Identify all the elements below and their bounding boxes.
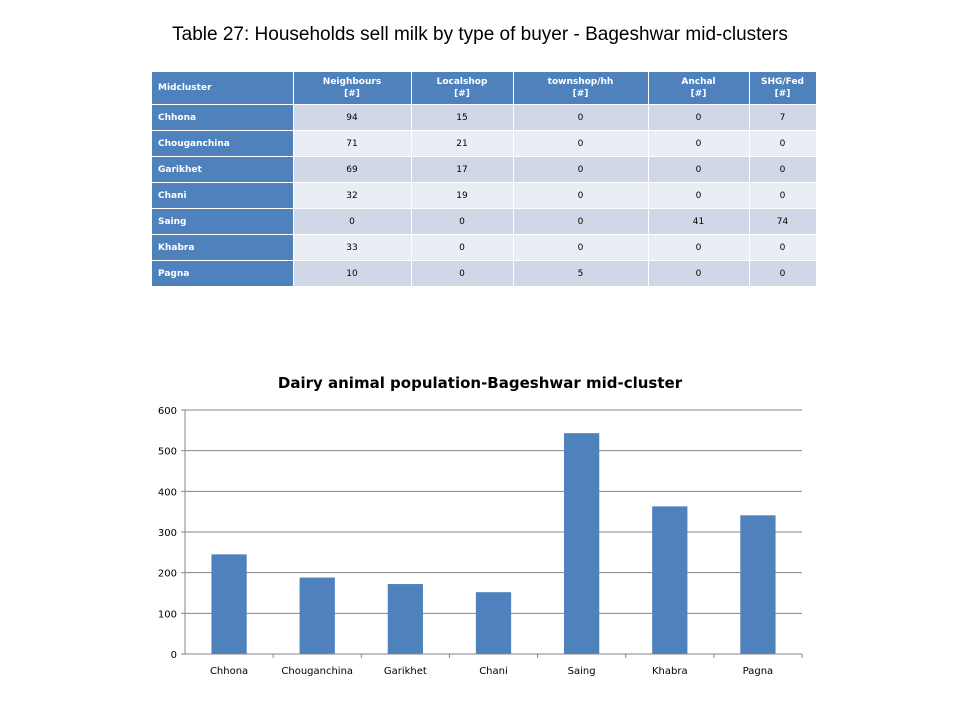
table-cell: 21: [411, 130, 514, 157]
column-header-townshop: townshop/hh [#]: [513, 72, 649, 105]
table-cell: 0: [513, 156, 649, 183]
table-cell: 74: [749, 208, 817, 235]
x-tick-label: Chouganchina: [281, 666, 353, 677]
column-header-shg-fed: SHG/Fed [#]: [749, 72, 817, 105]
x-tick-label: Khabra: [652, 666, 688, 677]
y-tick-label: 500: [158, 447, 177, 458]
y-tick-label: 400: [158, 487, 177, 498]
table-cell: 94: [293, 104, 412, 131]
column-header-midcluster: Midcluster: [152, 72, 294, 105]
table-header-row: Midcluster Neighbours [#] Localshop [#] to…: [152, 72, 817, 105]
table-cell: 10: [293, 260, 412, 287]
table-cell: 17: [411, 156, 514, 183]
page-title: Table 27: Households sell milk by type o…: [172, 24, 788, 45]
table-cell: 69: [293, 156, 412, 183]
table-cell: 0: [411, 234, 514, 261]
table-cell: 0: [648, 182, 750, 209]
table-cell: 0: [749, 234, 817, 261]
table-row: Chouganchina 71 21 0 0 0: [152, 130, 817, 157]
table-cell: 0: [411, 260, 514, 287]
row-label: Chhona: [152, 104, 294, 131]
x-tick-label: Pagna: [743, 666, 774, 677]
y-tick-label: 200: [158, 569, 177, 580]
table-cell: 15: [411, 104, 514, 131]
table-cell: 0: [749, 156, 817, 183]
table-cell: 0: [648, 104, 750, 131]
data-table: Midcluster Neighbours [#] Localshop [#] to…: [152, 72, 817, 287]
bar-chhona: [211, 554, 247, 654]
table-cell: 0: [293, 208, 412, 235]
x-tick-label: Saing: [568, 666, 596, 677]
row-label: Chouganchina: [152, 130, 294, 157]
table-cell: 5: [513, 260, 649, 287]
row-label: Garikhet: [152, 156, 294, 183]
table-row: Saing 0 0 0 41 74: [152, 208, 817, 235]
row-label: Chani: [152, 182, 294, 209]
table-cell: 0: [648, 156, 750, 183]
table-row: Khabra 33 0 0 0 0: [152, 234, 817, 261]
table-cell: 0: [648, 234, 750, 261]
table-row: Chani 32 19 0 0 0: [152, 182, 817, 209]
table-cell: 0: [513, 234, 649, 261]
table-cell: 41: [648, 208, 750, 235]
chart-bars: [211, 433, 776, 654]
table-cell: 0: [749, 130, 817, 157]
table-row: Pagna 10 0 5 0 0: [152, 260, 817, 287]
table-cell: 0: [513, 208, 649, 235]
table-row: Chhona 94 15 0 0 7: [152, 104, 817, 131]
table-cell: 0: [513, 104, 649, 131]
chart-title: Dairy animal population-Bageshwar mid-cl…: [278, 374, 683, 392]
chart-gridlines: [185, 409, 802, 614]
chart-axes: 0 100 200 300 400 500 600 Chhona Chouganchina Gar…: [158, 406, 803, 677]
x-tick-label: Chani: [479, 666, 508, 677]
bar-chouganchina: [299, 577, 335, 654]
y-tick-label: 300: [158, 528, 177, 539]
y-tick-label: 0: [171, 650, 177, 661]
row-label: Khabra: [152, 234, 294, 261]
table-cell: 71: [293, 130, 412, 157]
bar-khabra: [652, 506, 688, 654]
y-tick-label: 600: [158, 406, 177, 417]
bar-saing: [564, 433, 600, 654]
table-cell: 0: [411, 208, 514, 235]
table-cell: 32: [293, 182, 412, 209]
row-label: Saing: [152, 208, 294, 235]
table-cell: 0: [749, 260, 817, 287]
table-cell: 0: [513, 182, 649, 209]
table-cell: 0: [648, 130, 750, 157]
y-tick-label: 100: [158, 609, 177, 620]
bar-garikhet: [387, 584, 423, 654]
column-header-localshop: Localshop [#]: [411, 72, 514, 105]
x-tick-label: Chhona: [210, 666, 248, 677]
column-header-neighbours: Neighbours [#]: [293, 72, 412, 105]
table-cell: 33: [293, 234, 412, 261]
table-cell: 0: [648, 260, 750, 287]
bar-pagna: [740, 515, 776, 654]
table-cell: 19: [411, 182, 514, 209]
column-header-anchal: Anchal [#]: [648, 72, 750, 105]
table-cell: 7: [749, 104, 817, 131]
bar-chani: [475, 592, 512, 654]
row-label: Pagna: [152, 260, 294, 287]
x-tick-label: Garikhet: [384, 666, 427, 677]
table-row: Garikhet 69 17 0 0 0: [152, 156, 817, 183]
table-cell: 0: [513, 130, 649, 157]
table-cell: 0: [749, 182, 817, 209]
